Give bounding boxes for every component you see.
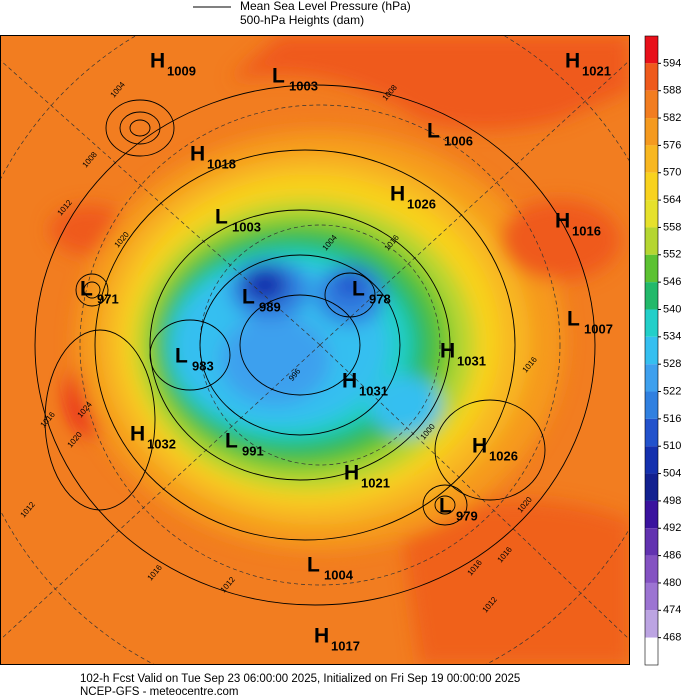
center-type: L [307,554,320,577]
colorbar-segment [645,500,658,529]
colorbar-segment [645,200,658,228]
colorbar-segment [645,254,658,283]
colorbar-segment [645,282,658,310]
center-type: H [344,462,359,485]
colorbar-label: 468 [663,632,681,644]
center-type: L [215,206,228,229]
colorbar: 594 588 582 576 570 564 558 552 546 540 534 528 522 5… [644,35,681,666]
colorbar-label: 546 [663,276,681,288]
center-type: L [352,278,365,301]
colorbar-segment [645,446,658,474]
center-type: H [440,340,455,363]
center-pressure: 1003 [232,219,261,234]
center-type: H [190,143,205,166]
center-pressure: 989 [259,299,281,314]
center-type: H [150,50,165,73]
center-type: H [390,183,405,206]
colorbar-label: 504 [663,467,681,479]
colorbar-label: 588 [663,85,681,97]
center-pressure: 971 [97,291,119,306]
center-pressure: 1009 [167,63,196,78]
center-pressure: 983 [192,358,214,373]
colorbar-segment [645,364,658,392]
center-pressure: 1016 [572,223,601,238]
center-pressure: 1006 [444,133,473,148]
colorbar-segment [645,227,658,255]
center-type: H [342,370,357,393]
center-pressure: 1021 [582,63,611,78]
center-pressure: 1031 [359,383,388,398]
center-type: L [427,120,440,143]
colorbar-segment [645,118,658,146]
colorbar-label: 480 [663,577,681,589]
center-pressure: 1026 [489,448,518,463]
center-pressure: 979 [456,508,478,523]
colorbar-label: 540 [663,303,681,315]
colorbar-segment [645,36,658,64]
colorbar-segment [645,90,658,119]
center-pressure: 1017 [331,638,360,653]
legend-entry: Mean Sea Level Pressure (hPa) [240,0,411,13]
center-pressure: 1004 [324,567,354,582]
footer-line: NCEP-GFS - meteocentre.com [80,686,238,698]
colorbar-label: 582 [663,112,681,124]
legend-entry: 500-hPa Heights (dam) [240,13,364,27]
colorbar-label: 558 [663,221,681,233]
colorbar-label: 516 [663,413,681,425]
colorbar-label: 534 [663,331,681,343]
colorbar-frame [644,35,659,666]
colorbar-segment [645,63,658,91]
colorbar-label: 522 [663,385,681,397]
colorbar-label: 486 [663,550,681,562]
colorbar-segment [645,610,658,638]
center-pressure: 1026 [407,196,436,211]
center-type: H [130,423,145,446]
colorbar-segment [645,418,658,447]
colorbar-label: 474 [663,604,681,616]
colorbar-segment [645,637,658,665]
center-pressure: 991 [242,443,264,458]
colorbar-segment [645,555,658,583]
center-pressure: 978 [369,291,391,306]
center-type: H [472,435,487,458]
colorbar-segment [645,391,658,419]
center-pressure: 1003 [289,78,318,93]
colorbar-label: 564 [663,194,681,206]
colorbar-segment [645,473,658,501]
colorbar-segment [645,145,658,173]
center-type: L [175,345,188,368]
center-type: L [567,308,580,331]
colorbar-label: 594 [663,57,681,69]
colorbar-label: 528 [663,358,681,370]
center-type: H [565,50,580,73]
center-type: H [314,625,329,648]
center-type: L [439,495,452,518]
center-type: H [555,210,570,233]
center-type: L [242,286,255,309]
colorbar-segment [645,582,658,611]
center-pressure: 1031 [457,353,486,368]
footer-line: 102-h Fcst Valid on Tue Sep 23 06:00:00 … [80,673,520,685]
colorbar-label: 492 [663,522,681,534]
colorbar-label: 498 [663,495,681,507]
center-type: L [80,278,93,301]
colorbar-segment [645,336,658,365]
center-pressure: 1021 [361,475,390,490]
colorbar-label: 510 [663,440,681,452]
center-type: L [272,65,285,88]
colorbar-segment [645,528,658,556]
colorbar-segment [645,309,658,337]
colorbar-label: 576 [663,139,681,151]
colorbar-label: 570 [663,167,681,179]
center-type: L [225,430,238,453]
colorbar-segment [645,172,658,201]
center-pressure: 1018 [207,156,236,171]
colorbar-label: 552 [663,249,681,261]
center-pressure: 1007 [584,321,613,336]
center-pressure: 1032 [147,436,176,451]
